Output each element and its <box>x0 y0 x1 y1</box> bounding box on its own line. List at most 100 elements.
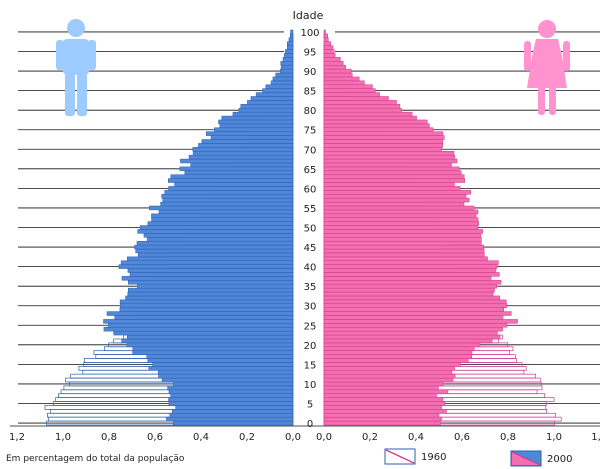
bar-male-2000-age-7 <box>170 393 294 398</box>
bar-male-2000-age-27 <box>114 315 294 320</box>
x-tick-label-left: 0,6 <box>147 432 163 443</box>
age-tick-label: 65 <box>304 165 317 176</box>
bar-female-2000-age-84 <box>323 92 380 97</box>
bar-female-2000-age-22 <box>323 334 501 340</box>
bar-male-2000-age-31 <box>119 299 294 305</box>
legend-label-1960: 1960 <box>421 452 446 463</box>
bar-female-2000-age-66 <box>323 162 452 168</box>
age-tick-label: 30 <box>304 302 317 313</box>
bar-male-2000-age-99 <box>289 33 294 39</box>
bar-male-2000-age-53 <box>151 213 294 218</box>
bar-male-2000-age-21 <box>121 338 294 344</box>
x-tick-label-right: 0,4 <box>408 432 424 443</box>
bar-male-2000-age-76 <box>219 123 294 129</box>
legend-item-2000: 2000 <box>510 450 572 467</box>
legend-label-2000: 2000 <box>547 454 572 465</box>
bar-female-2000-age-21 <box>323 338 493 344</box>
bar-female-2000-age-38 <box>323 272 500 277</box>
bar-female-2000-age-73 <box>323 135 445 140</box>
bar-male-2000-age-37 <box>121 276 294 281</box>
bar-male-2000-age-70 <box>192 147 294 152</box>
female-2000-bars <box>323 29 518 426</box>
bar-female-2000-age-68 <box>323 154 455 160</box>
bar-male-2000-age-32 <box>125 295 294 301</box>
bar-female-2000-age-52 <box>323 217 479 222</box>
x-tick-label-right: 0,8 <box>500 432 516 443</box>
bar-female-2000-age-2 <box>323 413 440 418</box>
bar-female-2000-age-77 <box>323 119 428 125</box>
bar-male-2000-age-36 <box>127 280 294 285</box>
legend: 1960 2000 <box>384 448 572 467</box>
bar-female-2000-age-59 <box>323 190 471 195</box>
bar-male-2000-age-33 <box>127 291 294 297</box>
bar-male-2000-age-62 <box>168 178 294 183</box>
bar-male-2000-age-42 <box>127 256 294 261</box>
bar-male-2000-age-38 <box>129 272 294 277</box>
bar-male-2000-age-100 <box>290 29 294 35</box>
female-icon <box>524 20 570 115</box>
age-tick-label: 55 <box>304 204 317 215</box>
bar-male-2000-age-29 <box>119 307 294 312</box>
bar-male-2000-age-50 <box>139 225 294 230</box>
bar-female-2000-age-81 <box>323 104 401 109</box>
bar-male-2000-age-47 <box>147 237 294 242</box>
bar-female-2000-age-18 <box>323 350 473 355</box>
bar-male-2000-age-41 <box>120 260 294 265</box>
bar-male-2000-age-91 <box>280 64 294 70</box>
bar-female-2000-age-64 <box>323 170 462 175</box>
bar-female-2000-age-28 <box>323 311 512 316</box>
legend-item-1960: 1960 <box>384 448 446 465</box>
bar-male-2000-age-72 <box>201 139 294 144</box>
bar-male-2000-age-68 <box>188 154 294 160</box>
bar-male-2000-age-66 <box>190 162 294 168</box>
bar-female-2000-age-85 <box>323 88 376 93</box>
bar-male-2000-age-10 <box>172 381 294 387</box>
bar-male-2000-age-18 <box>132 350 294 355</box>
bar-male-2000-age-30 <box>120 303 294 308</box>
bar-female-2000-age-53 <box>323 213 477 218</box>
bar-male-2000-age-95 <box>285 49 294 54</box>
male-icon <box>56 19 96 116</box>
bar-female-2000-age-49 <box>323 229 484 234</box>
bar-female-2000-age-25 <box>323 323 508 328</box>
bar-female-2000-age-56 <box>323 201 465 207</box>
bar-male-2000-age-5 <box>168 401 294 406</box>
bar-female-2000-age-60 <box>323 186 461 191</box>
bar-female-2000-age-70 <box>323 147 443 152</box>
age-tick-label: 85 <box>304 87 317 98</box>
bar-male-2000-age-87 <box>270 80 294 85</box>
age-tick-label: 0 <box>307 419 313 430</box>
bar-female-2000-age-96 <box>323 45 334 50</box>
bar-male-2000-age-15 <box>152 362 294 367</box>
age-tick-label: 10 <box>304 380 317 391</box>
x-tick-label-left: 0,8 <box>101 432 117 443</box>
bar-male-2000-age-34 <box>128 287 294 293</box>
bar-female-2000-age-61 <box>323 182 455 187</box>
bar-male-2000-age-6 <box>168 397 294 402</box>
bar-female-2000-age-58 <box>323 194 467 199</box>
x-tick-label-left: 1,0 <box>55 432 71 443</box>
bar-male-2000-age-93 <box>282 57 294 62</box>
bar-female-2000-age-39 <box>323 268 497 273</box>
bar-female-2000-age-97 <box>323 41 331 46</box>
bar-male-2000-age-84 <box>255 92 294 97</box>
bar-male-2000-age-2 <box>169 413 294 418</box>
bar-male-2000-age-67 <box>180 158 294 164</box>
x-tick-label-right: 0,0 <box>316 432 332 443</box>
bar-female-2000-age-78 <box>323 115 417 121</box>
bar-female-2000-age-32 <box>323 295 500 301</box>
bar-female-2000-age-30 <box>323 303 508 308</box>
age-tick-label: 60 <box>304 184 317 195</box>
bar-male-2000-age-3 <box>171 409 294 414</box>
bar-male-2000-age-28 <box>106 311 294 316</box>
bar-female-2000-age-8 <box>323 389 449 394</box>
bar-female-2000-age-7 <box>323 393 437 398</box>
bar-female-2000-age-91 <box>323 64 346 70</box>
bar-female-2000-age-36 <box>323 280 502 285</box>
bar-female-2000-age-24 <box>323 326 503 332</box>
bar-female-2000-age-51 <box>323 221 480 226</box>
bar-female-2000-age-72 <box>323 139 444 144</box>
bar-male-2000-age-20 <box>126 342 294 348</box>
